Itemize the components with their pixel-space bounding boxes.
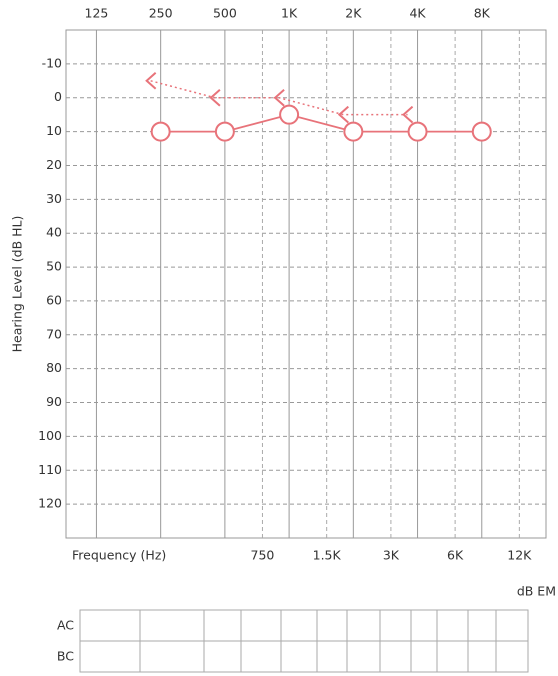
unit-label: dB EM xyxy=(517,584,556,599)
bc-marker xyxy=(273,88,285,107)
series-line xyxy=(150,80,408,116)
x-tick-label: 8K xyxy=(474,6,491,21)
x-minor-tick-label: 12K xyxy=(507,548,532,563)
y-tick-label: 50 xyxy=(46,259,62,274)
y-tick-label: 30 xyxy=(46,191,62,206)
x-tick-label: 500 xyxy=(213,6,237,21)
ac-marker xyxy=(150,121,171,142)
x-tick-label: 1K xyxy=(281,6,298,21)
x-minor-tick-label: 3K xyxy=(383,548,400,563)
ac-marker xyxy=(343,121,364,142)
x-axis-label: Frequency (Hz) xyxy=(72,548,166,563)
bc-marker xyxy=(337,105,349,124)
y-axis-label: Hearing Level (dB HL) xyxy=(10,216,25,353)
y-tick-label: 80 xyxy=(46,360,62,375)
y-tick-label: 10 xyxy=(46,123,62,138)
ac-marker xyxy=(279,104,300,125)
bc-marker xyxy=(145,72,157,90)
x-minor-tick-label: 750 xyxy=(251,548,275,563)
x-tick-label: 2K xyxy=(345,6,362,21)
y-tick-label: 110 xyxy=(38,462,62,477)
y-tick-label: 20 xyxy=(46,157,62,172)
x-minor-tick-label: 6K xyxy=(447,548,464,563)
ac-marker xyxy=(471,121,492,142)
table-row-label: AC xyxy=(57,618,74,633)
y-tick-label: 120 xyxy=(38,496,62,511)
x-tick-label: 125 xyxy=(85,6,109,21)
y-tick-label: 0 xyxy=(54,89,62,104)
y-tick-label: 60 xyxy=(46,292,62,307)
y-tick-label: 90 xyxy=(46,394,62,409)
table xyxy=(79,609,529,673)
series-line xyxy=(160,113,482,133)
plot-border xyxy=(65,29,547,539)
x-tick-label: 4K xyxy=(409,6,426,21)
y-tick-label: 40 xyxy=(46,225,62,240)
y-tick-label: -10 xyxy=(42,55,62,70)
bc-marker xyxy=(209,88,221,107)
table-row-label: BC xyxy=(57,649,74,664)
bc-marker xyxy=(402,105,414,124)
y-tick-label: 70 xyxy=(46,326,62,341)
y-tick-label: 100 xyxy=(38,428,62,443)
x-minor-tick-label: 1.5K xyxy=(313,548,342,563)
ac-marker xyxy=(407,121,428,142)
x-tick-label: 250 xyxy=(149,6,173,21)
ac-marker xyxy=(214,121,235,142)
